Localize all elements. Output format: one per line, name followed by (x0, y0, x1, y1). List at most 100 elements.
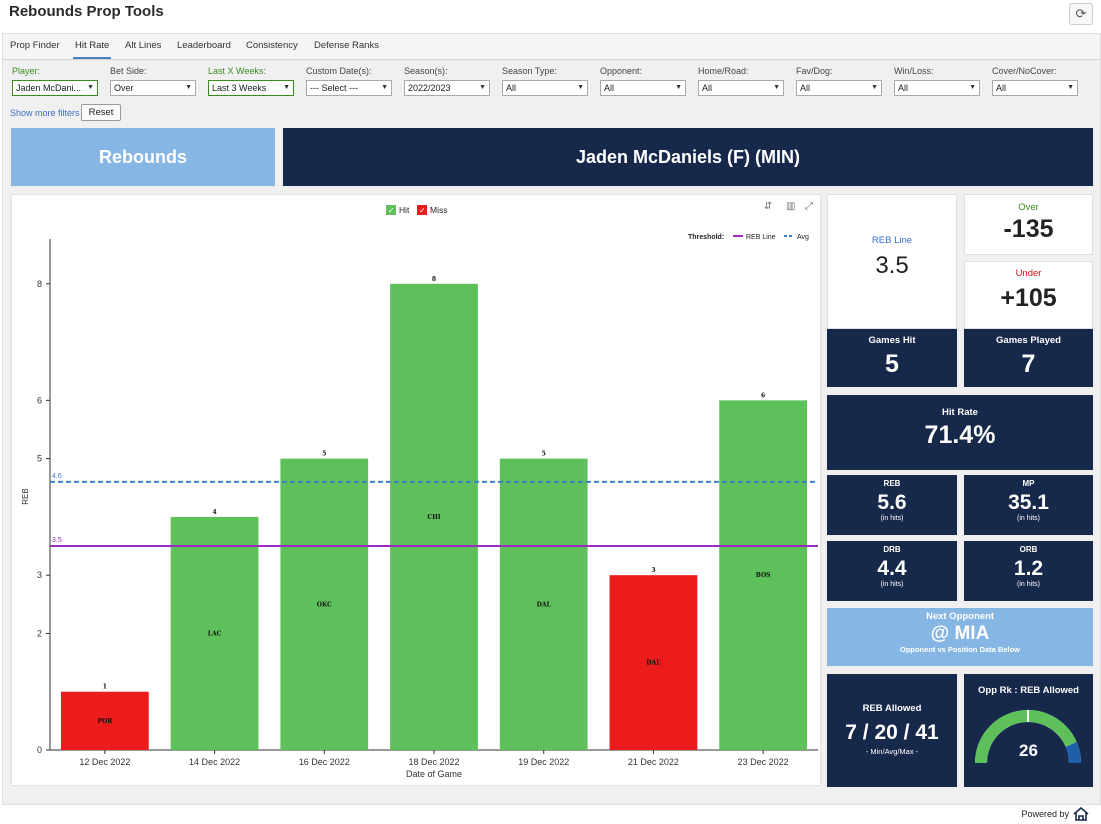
fav-dog-select[interactable]: All ▼ (796, 80, 882, 96)
reb-line-tile: REB Line 3.5 (827, 194, 957, 329)
threshold-legend-title: Threshold: (688, 234, 724, 241)
over-value: -135 (1003, 215, 1054, 243)
bar-opponent-label: DAL (646, 660, 661, 667)
filter-cover: Cover/NoCover: All ▼ (992, 66, 1078, 96)
orb-value: 1.2 (1013, 557, 1044, 580)
main-panel: Prop Finder Hit Rate Alt Lines Leaderboa… (2, 33, 1101, 805)
reb-sub: (in hits) (880, 515, 904, 522)
tab-hit-rate[interactable]: Hit Rate (72, 40, 112, 59)
expand-icon: ⤢ (805, 201, 813, 212)
filter-label: Cover/NoCover: (992, 66, 1057, 76)
bar-value-label: 3 (651, 567, 655, 574)
games-played-value: 7 (1021, 350, 1036, 378)
tab-prop-finder[interactable]: Prop Finder (10, 40, 60, 51)
tab-alt-lines[interactable]: Alt Lines (125, 40, 162, 51)
show-more-filters-link[interactable]: Show more filters (10, 108, 80, 118)
filter-win-loss: Win/Loss: All ▼ (894, 66, 980, 96)
filter-player: Player: Jaden McDani... ▼ (12, 66, 98, 96)
y-tick-label: 6 (37, 395, 42, 405)
x-axis-label: Date of Game (406, 769, 462, 779)
x-tick-label: 19 Dec 2022 (518, 757, 569, 767)
x-tick-label: 18 Dec 2022 (408, 757, 459, 767)
legend-miss-label: Miss (430, 205, 447, 215)
reset-button[interactable]: Reset (81, 104, 121, 121)
player-select[interactable]: Jaden McDani... ▼ (12, 80, 98, 96)
hit-rate-value: 71.4% (924, 421, 996, 449)
bar-value-label: 1 (103, 684, 107, 691)
custom-dates-select[interactable]: --- Select --- ▼ (306, 80, 392, 96)
orb-sub: (in hits) (1017, 581, 1040, 588)
games-hit-tile: Games Hit 5 (827, 329, 957, 387)
filter-season-type: Season Type: All ▼ (502, 66, 588, 96)
reb-allowed-value: 7 / 20 / 41 (845, 721, 939, 744)
x-tick-label: 16 Dec 2022 (299, 757, 350, 767)
opponent-select[interactable]: All ▼ (600, 80, 686, 96)
y-tick-label: 3 (37, 570, 42, 580)
season-type-select[interactable]: All ▼ (502, 80, 588, 96)
player-banner: Jaden McDaniels (F) (MIN) (283, 128, 1093, 186)
games-hit-title: Games Hit (868, 335, 916, 346)
chevron-down-icon: ▼ (87, 84, 94, 91)
bar-miss (60, 691, 149, 750)
threshold-value-label: 4.6 (52, 473, 62, 480)
legend-hit-swatch (386, 205, 396, 215)
tab-consistency[interactable]: Consistency (246, 40, 298, 51)
mp-value: 35.1 (1008, 491, 1049, 514)
over-title: Over (1018, 202, 1039, 213)
chevron-down-icon: ▼ (675, 84, 682, 91)
games-played-title: Games Played (996, 335, 1061, 346)
drb-title: DRB (883, 545, 901, 554)
reb-allowed-tile: REB Allowed 7 / 20 / 41 - Min/Avg/Max - (827, 674, 957, 787)
threshold-value-label: 3.5 (52, 537, 62, 544)
x-tick-label: 23 Dec 2022 (738, 757, 789, 767)
threshold-legend-label: Avg (797, 234, 809, 241)
cover-select[interactable]: All ▼ (992, 80, 1078, 96)
bar-value-label: 8 (432, 276, 436, 283)
tab-defense-ranks[interactable]: Defense Ranks (314, 40, 379, 51)
hit-rate-chart: 0 2 3 5 6 8 REB 1 POR 12 Dec 2022 4 LAC 14 Dec 2022 5… (11, 194, 821, 786)
filter-label: Opponent: (600, 66, 643, 76)
app-title: Rebounds Prop Tools (9, 3, 164, 20)
games-played-tile: Games Played 7 (964, 329, 1093, 387)
legend-miss-swatch (417, 205, 427, 215)
win-loss-select[interactable]: All ▼ (894, 80, 980, 96)
filter-label: Custom Date(s): (306, 66, 372, 76)
under-title: Under (1015, 268, 1042, 279)
bar-hit (719, 400, 808, 750)
bar-opponent-label: OKC (317, 601, 332, 608)
chart-type-icon: ▥ (786, 201, 795, 212)
reb-tile: REB 5.6 (in hits) (827, 475, 957, 535)
mp-sub: (in hits) (1017, 515, 1040, 522)
refresh-icon: ⟳ (1075, 6, 1087, 21)
check-icon: ✓ (419, 206, 426, 215)
seasons-select[interactable]: 2022/2023 ▼ (404, 80, 490, 96)
sort-icon: ⇵ (764, 201, 772, 212)
bet-side-select[interactable]: Over ▼ (110, 80, 196, 96)
drb-value: 4.4 (877, 557, 907, 580)
y-tick-label: 5 (37, 454, 42, 464)
filter-seasons: Season(s): 2022/2023 ▼ (404, 66, 490, 96)
reb-allowed-sub: - Min/Avg/Max - (865, 747, 919, 756)
filter-last-weeks: Last X Weeks: Last 3 Weeks ▼ (208, 66, 294, 96)
chevron-down-icon: ▼ (969, 84, 976, 91)
filter-opponent: Opponent: All ▼ (600, 66, 686, 96)
refresh-button[interactable]: ⟳ (1069, 3, 1093, 25)
reb-line-value: 3.5 (875, 252, 909, 279)
home-road-select[interactable]: All ▼ (698, 80, 784, 96)
filter-label: Last X Weeks: (208, 66, 266, 76)
filter-home-road: Home/Road: All ▼ (698, 66, 784, 96)
bar-hit (499, 458, 588, 750)
opp-rank-value: 26 (1019, 741, 1038, 760)
chevron-down-icon: ▼ (283, 84, 290, 91)
chevron-down-icon: ▼ (381, 84, 388, 91)
last-weeks-select[interactable]: Last 3 Weeks ▼ (208, 80, 294, 96)
tab-bar: Prop Finder Hit Rate Alt Lines Leaderboa… (3, 34, 1100, 60)
drb-tile: DRB 4.4 (in hits) (827, 541, 957, 601)
reb-allowed-title: REB Allowed (862, 703, 922, 714)
rank-gauge (975, 710, 1081, 764)
bar-value-label: 6 (761, 392, 765, 399)
tab-leaderboard[interactable]: Leaderboard (177, 40, 231, 51)
gauge-end (1065, 741, 1081, 764)
drb-sub: (in hits) (880, 581, 904, 588)
filter-label: Bet Side: (110, 66, 147, 76)
